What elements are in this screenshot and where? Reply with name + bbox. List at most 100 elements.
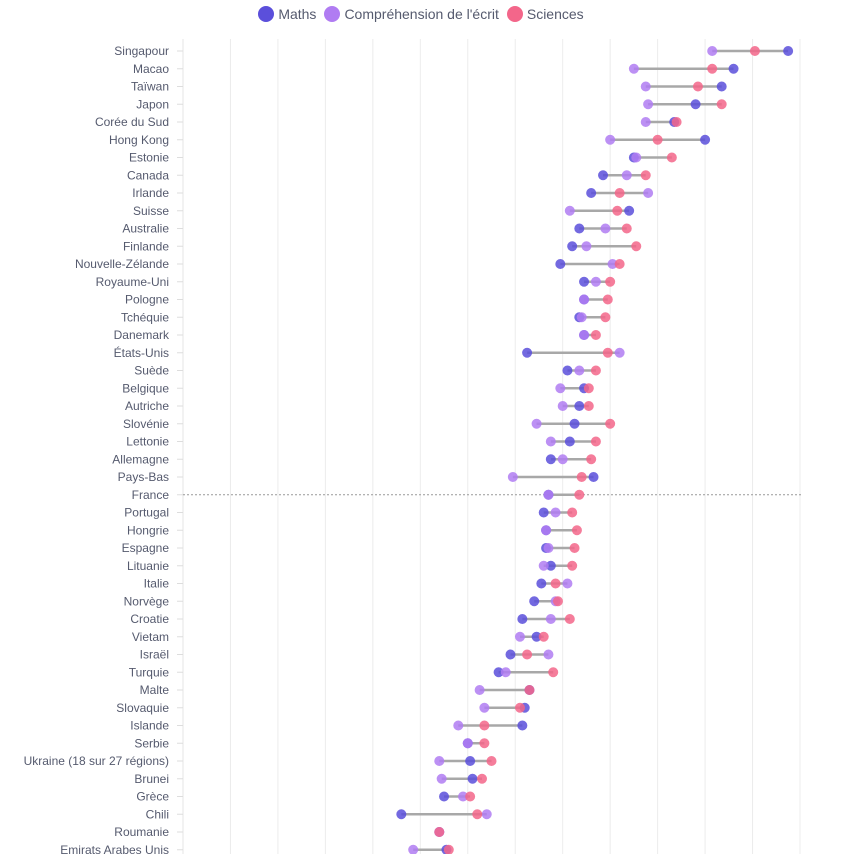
data-point-compr-hension-de-l-crit [557, 454, 568, 465]
legend-item-maths[interactable]: Maths [258, 6, 316, 22]
y-tick-label: Islande [130, 719, 169, 733]
y-tick-label: Suède [134, 364, 169, 378]
data-point-maths [624, 205, 635, 216]
y-tick-label: Allemagne [112, 452, 169, 466]
y-tick-label: États-Unis [114, 345, 169, 360]
data-point-maths [467, 773, 478, 784]
legend-dot-reading [324, 6, 341, 22]
y-tick-label: Turquie [129, 665, 170, 679]
legend-item-reading[interactable]: Compréhension de l'écrit [324, 6, 499, 22]
data-point-maths [598, 170, 609, 181]
data-point-maths [522, 347, 533, 358]
y-tick-label: Slovénie [123, 417, 169, 431]
data-point-sciences [552, 596, 563, 607]
data-point-compr-hension-de-l-crit [408, 844, 419, 854]
y-tick-label: Canada [127, 168, 169, 182]
data-point-sciences [671, 117, 682, 127]
y-tick-label: Portugal [124, 506, 169, 520]
data-point-maths [439, 791, 450, 802]
y-tick-label: Macao [133, 62, 169, 76]
data-point-sciences [716, 99, 727, 110]
data-point-sciences [548, 667, 559, 678]
data-point-maths [574, 401, 585, 411]
y-tick-label: Malte [140, 683, 170, 697]
legend-label-maths: Maths [278, 6, 317, 22]
data-point-compr-hension-de-l-crit [576, 312, 587, 323]
y-tick-label: Irlande [132, 186, 169, 200]
data-point-maths [517, 720, 528, 731]
y-tick-label: Brunei [134, 772, 169, 786]
data-point-compr-hension-de-l-crit [531, 418, 542, 429]
data-point-compr-hension-de-l-crit [579, 330, 590, 340]
data-point-compr-hension-de-l-crit [479, 702, 490, 713]
data-point-sciences [567, 507, 578, 518]
data-point-compr-hension-de-l-crit [458, 791, 469, 802]
data-point-compr-hension-de-l-crit [579, 294, 590, 305]
data-point-compr-hension-de-l-crit [590, 276, 601, 287]
data-point-compr-hension-de-l-crit [474, 685, 485, 695]
data-point-compr-hension-de-l-crit [607, 259, 618, 269]
data-point-maths [567, 241, 578, 252]
data-point-sciences [707, 63, 718, 74]
data-point-sciences [443, 844, 454, 854]
y-tick-label: Norvège [124, 594, 170, 608]
data-point-sciences [465, 791, 476, 802]
data-point-compr-hension-de-l-crit [453, 720, 464, 731]
data-point-sciences [621, 223, 632, 234]
data-point-sciences [590, 436, 601, 447]
y-tick-label: Suisse [133, 204, 169, 218]
data-point-sciences [602, 347, 613, 358]
data-point-compr-hension-de-l-crit [434, 756, 445, 766]
data-point-sciences [583, 401, 594, 411]
data-point-sciences [614, 259, 625, 269]
data-point-compr-hension-de-l-crit [643, 188, 654, 198]
y-tick-label: Singapour [114, 44, 169, 58]
data-point-sciences [586, 454, 597, 465]
data-point-maths [586, 188, 597, 198]
y-tick-label: Corée du Sud [95, 115, 169, 129]
data-point-sciences [631, 241, 642, 252]
data-point-sciences [612, 205, 623, 216]
y-tick-label: Australie [122, 222, 169, 236]
y-tick-label: Japon [136, 97, 169, 111]
data-point-compr-hension-de-l-crit [640, 117, 651, 127]
data-point-compr-hension-de-l-crit [564, 205, 575, 216]
data-point-sciences [569, 543, 580, 553]
data-point-compr-hension-de-l-crit [543, 489, 554, 500]
data-point-sciences [514, 702, 525, 713]
data-point-maths [555, 259, 566, 269]
legend-item-sciences[interactable]: Sciences [506, 6, 584, 22]
data-point-sciences [538, 631, 549, 642]
data-point-compr-hension-de-l-crit [545, 614, 556, 624]
data-point-maths [531, 631, 542, 642]
y-tick-label: Emirats Arabes Unis [60, 843, 169, 854]
data-point-compr-hension-de-l-crit [643, 99, 654, 110]
data-point-sciences [605, 276, 616, 287]
data-point-compr-hension-de-l-crit [436, 773, 447, 784]
data-point-compr-hension-de-l-crit [543, 543, 554, 553]
data-point-compr-hension-de-l-crit [614, 347, 625, 358]
data-point-sciences [472, 809, 483, 820]
data-point-sciences [749, 46, 760, 56]
data-point-maths [569, 418, 580, 429]
data-point-sciences [590, 365, 601, 376]
data-point-maths [396, 809, 407, 820]
y-tick-label: Autriche [125, 399, 169, 413]
data-point-compr-hension-de-l-crit [481, 809, 492, 820]
legend: Maths Compréhension de l'écrit Sciences [0, 6, 842, 22]
data-point-sciences [477, 773, 488, 784]
data-point-sciences [652, 134, 663, 145]
data-point-maths [505, 649, 516, 660]
y-tick-label: Croatie [130, 612, 169, 626]
y-tick-label: Royaume-Uni [96, 275, 169, 289]
data-point-maths [493, 667, 504, 678]
y-tick-label: Roumanie [114, 825, 169, 839]
data-point-compr-hension-de-l-crit [538, 560, 549, 571]
y-tick-label: Belgique [122, 381, 169, 395]
data-point-maths [579, 276, 590, 287]
data-point-compr-hension-de-l-crit [605, 134, 616, 145]
y-tick-label: Finlande [123, 239, 169, 253]
y-tick-label: Hongrie [127, 523, 169, 537]
data-point-maths [517, 614, 528, 624]
